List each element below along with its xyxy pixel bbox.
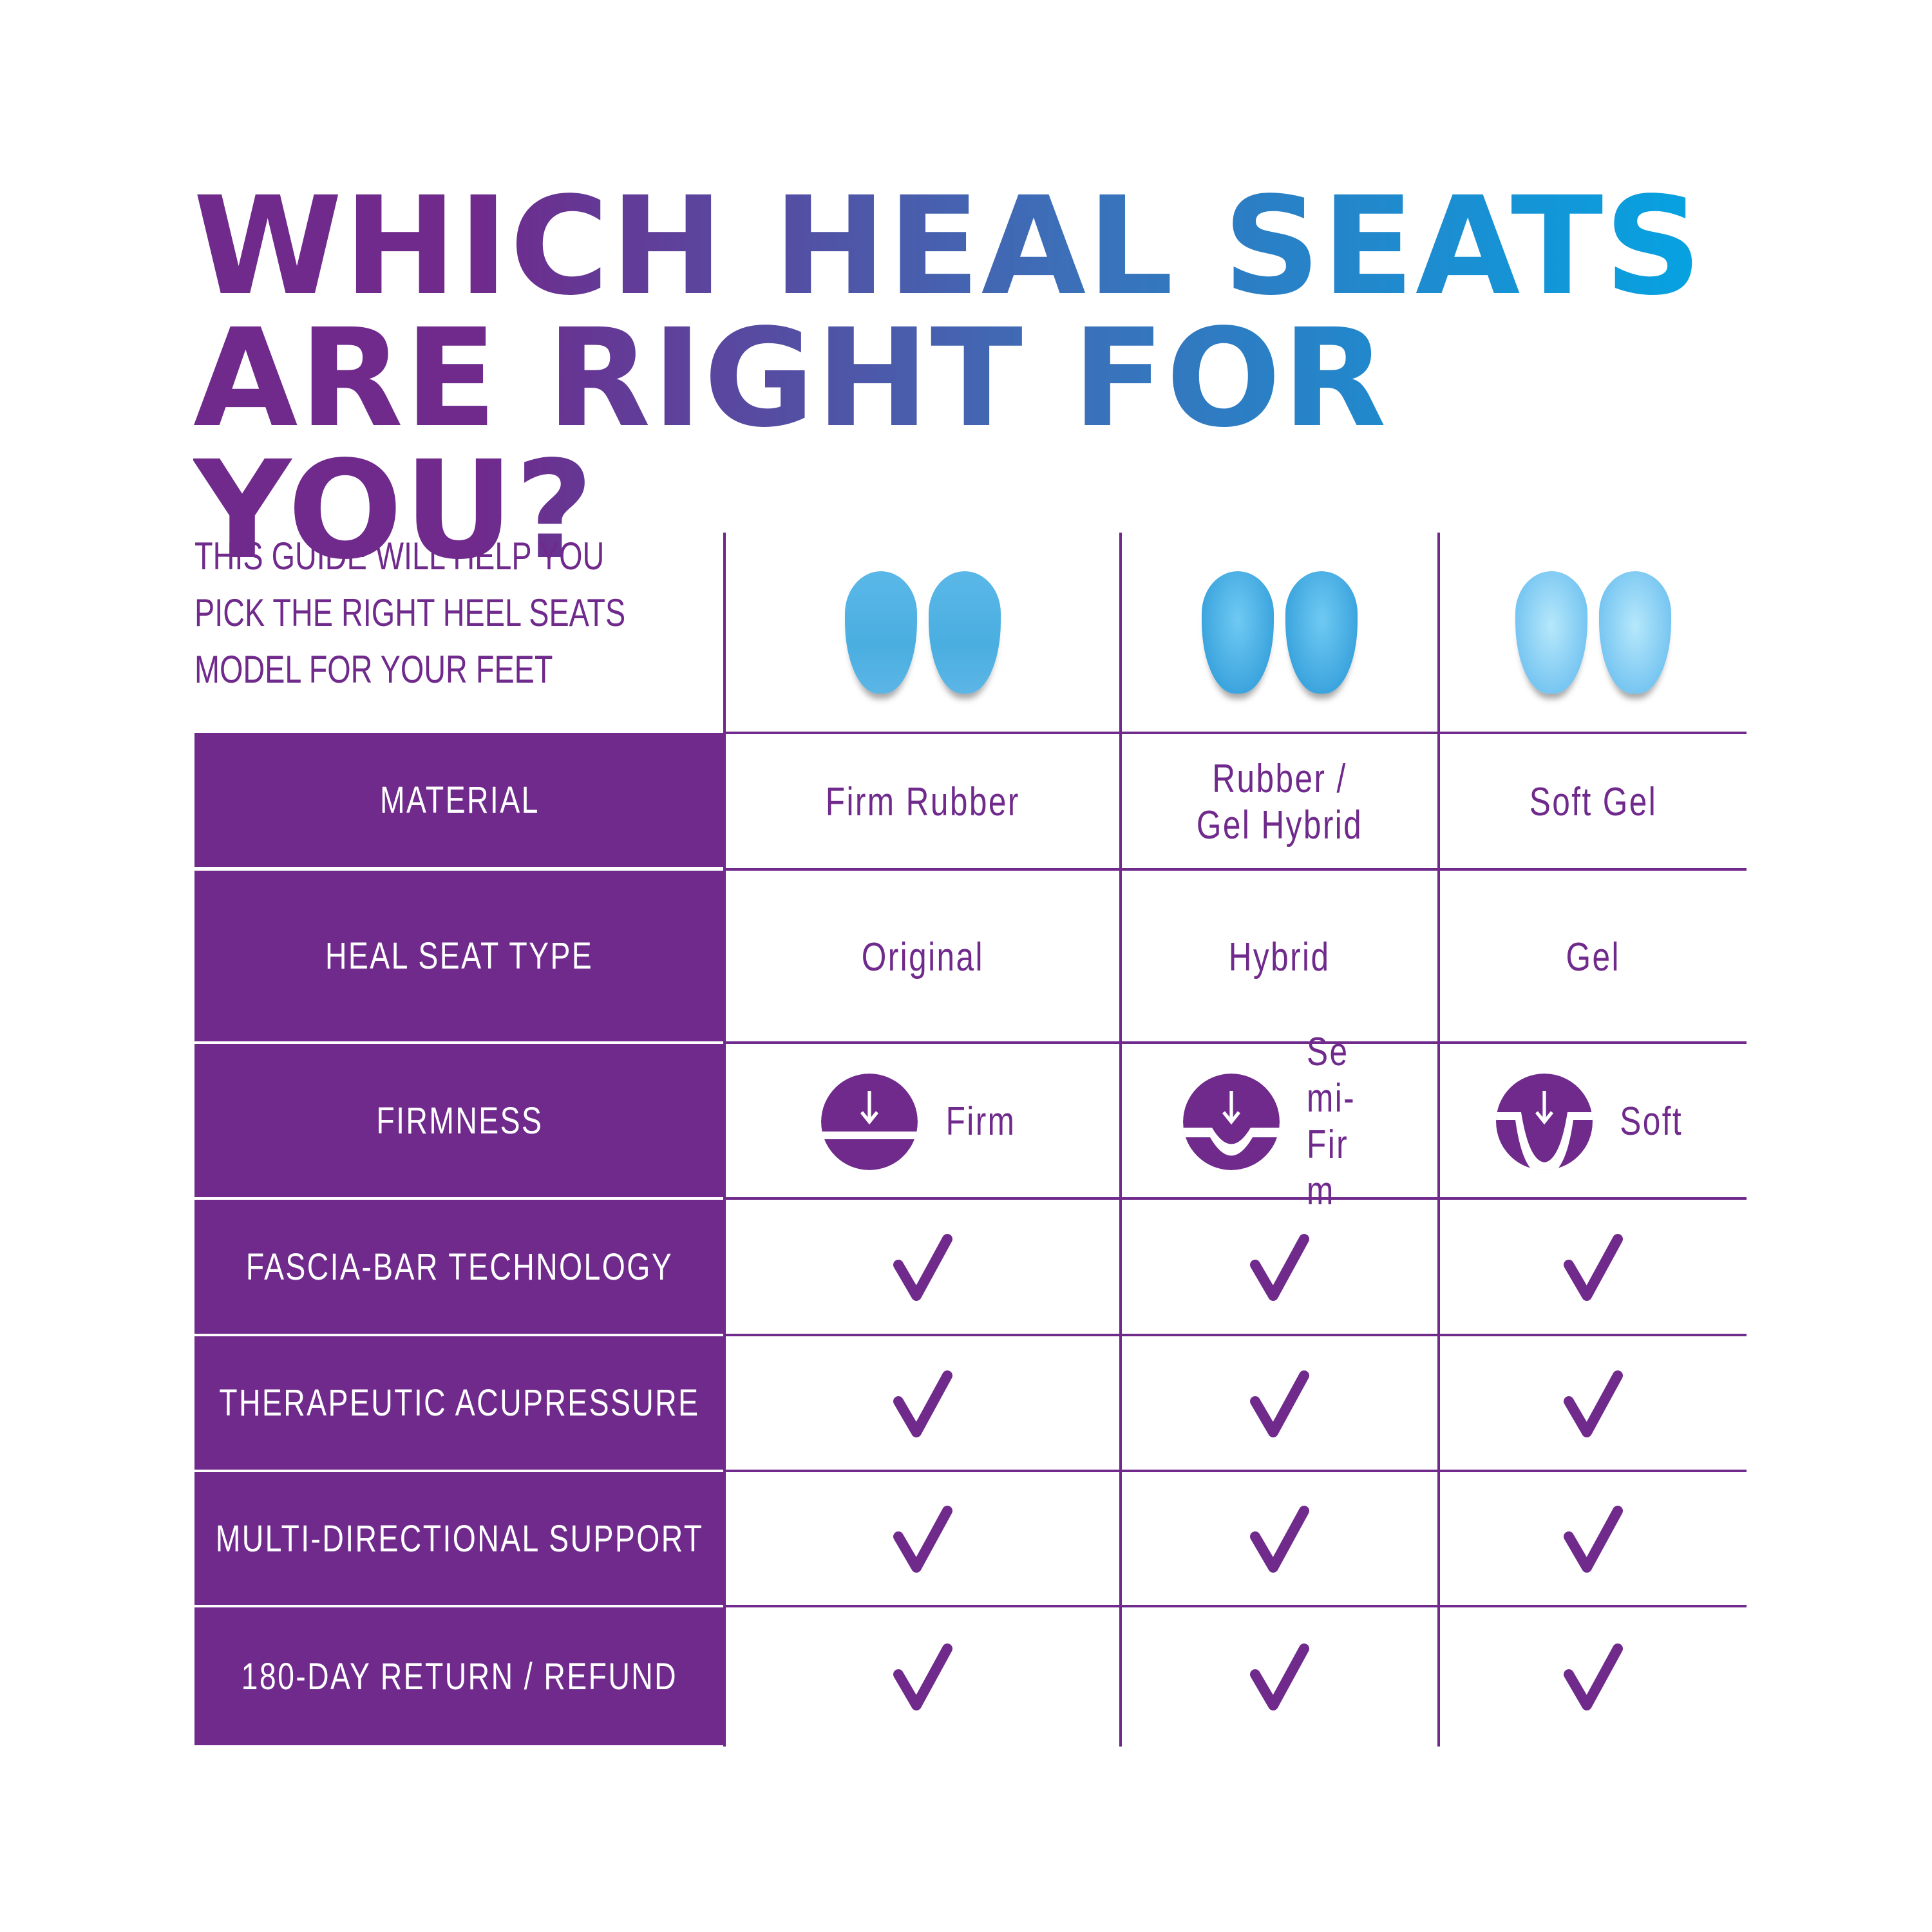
row-label: FASCIA-BAR TECHNOLOGY <box>245 1245 674 1288</box>
table-cell: Soft Gel <box>1440 735 1747 869</box>
firmness-label: Soft <box>1620 1099 1683 1144</box>
heel-seat-image <box>1515 571 1671 694</box>
checkmark-icon <box>1250 1234 1309 1301</box>
table-cell <box>726 1201 1119 1335</box>
firmness-label: Semi-Firm <box>1307 1030 1356 1213</box>
soft-icon <box>1495 1074 1593 1170</box>
divider <box>724 1334 1747 1336</box>
product-image-firm <box>726 533 1119 732</box>
checkmark-icon <box>1564 1506 1623 1573</box>
product-image-hybrid <box>1122 533 1437 732</box>
cell-value: Original <box>861 934 984 980</box>
cell-value: Firm Rubber <box>825 780 1020 824</box>
table-cell <box>1440 1201 1747 1335</box>
guide-line: MODEL FOR YOUR FEET <box>194 648 553 691</box>
checkmark-icon <box>1564 1234 1623 1301</box>
heel-seat-image <box>1202 571 1358 694</box>
checkmark-icon <box>893 1370 952 1437</box>
table-cell: Semi-Firm <box>1122 1030 1437 1213</box>
row-header: FIRMNESS <box>194 1044 724 1197</box>
table-cell <box>726 1609 1119 1747</box>
semi-firm-icon <box>1183 1074 1280 1170</box>
table-cell <box>1440 1473 1747 1606</box>
row-label: MULTI-DIRECTIONAL SUPPORT <box>215 1517 704 1560</box>
product-image-soft <box>1440 533 1747 732</box>
divider <box>724 732 1747 734</box>
table-cell <box>1122 1609 1437 1747</box>
row-header: HEAL SEAT TYPE <box>194 871 724 1041</box>
row-label: HEAL SEAT TYPE <box>325 935 594 977</box>
table-cell: Firm Rubber <box>726 735 1119 869</box>
row-label: 180-DAY RETURN / REFUND <box>241 1655 678 1698</box>
checkmark-icon <box>1250 1506 1309 1573</box>
checkmark-icon <box>1564 1643 1623 1710</box>
row-label: MATERIAL <box>379 779 540 821</box>
checkmark-icon <box>893 1506 952 1573</box>
cell-value: Rubber / Gel Hybrid <box>1196 757 1363 848</box>
table-cell <box>1122 1338 1437 1471</box>
divider <box>724 868 1747 871</box>
table-cell <box>726 1338 1119 1471</box>
heel-seat-image <box>844 571 1001 694</box>
firmness-label: Firm <box>945 1099 1016 1144</box>
table-cell: Original <box>726 872 1119 1043</box>
row-header: THERAPEUTIC ACUPRESSURE <box>194 1336 724 1470</box>
table-cell <box>726 1473 1119 1606</box>
divider <box>1437 533 1440 1747</box>
guide-line: PICK THE RIGHT HEEL SEATS <box>194 591 626 634</box>
divider <box>724 1041 1747 1044</box>
table-cell <box>1122 1473 1437 1606</box>
row-header: MULTI-DIRECTIONAL SUPPORT <box>194 1472 724 1605</box>
table-cell <box>1440 1338 1747 1471</box>
page-title: WHICH HEAL SEATS ARE RIGHT FOR YOU? <box>193 180 1771 576</box>
checkmark-icon <box>1564 1370 1623 1437</box>
row-header: 180-DAY RETURN / REFUND <box>194 1607 724 1745</box>
checkmark-icon <box>893 1643 952 1710</box>
table-cell <box>1122 1201 1437 1335</box>
divider <box>1119 533 1122 1747</box>
checkmark-icon <box>893 1234 952 1301</box>
guide-text: THIS GUIDE WILL HELP YOU PICK THE RIGHT … <box>194 528 722 698</box>
table-cell: Gel <box>1440 872 1747 1043</box>
cell-value: Gel <box>1566 934 1621 980</box>
divider <box>724 1197 1747 1200</box>
guide-line: THIS GUIDE WILL HELP YOU <box>194 535 605 578</box>
divider <box>723 533 726 1747</box>
row-label: FIRMNESS <box>376 1099 543 1142</box>
table-cell: Hybrid <box>1122 872 1437 1043</box>
row-header: FASCIA-BAR TECHNOLOGY <box>194 1200 724 1334</box>
title-line-1: WHICH HEAL SEATS <box>193 167 1703 325</box>
table-cell: Firm <box>726 1045 1119 1198</box>
row-label: THERAPEUTIC ACUPRESSURE <box>219 1382 700 1424</box>
divider <box>724 1605 1747 1607</box>
row-header: MATERIAL <box>194 733 724 867</box>
checkmark-icon <box>1250 1643 1309 1710</box>
table-cell: Soft <box>1440 1045 1747 1198</box>
firm-icon <box>820 1074 918 1170</box>
cell-value: Hybrid <box>1229 934 1331 980</box>
table-cell <box>1440 1609 1747 1747</box>
checkmark-icon <box>1250 1370 1309 1437</box>
cell-value: Soft Gel <box>1529 780 1658 824</box>
table-cell: Rubber / Gel Hybrid <box>1122 735 1437 869</box>
divider <box>724 1470 1747 1472</box>
